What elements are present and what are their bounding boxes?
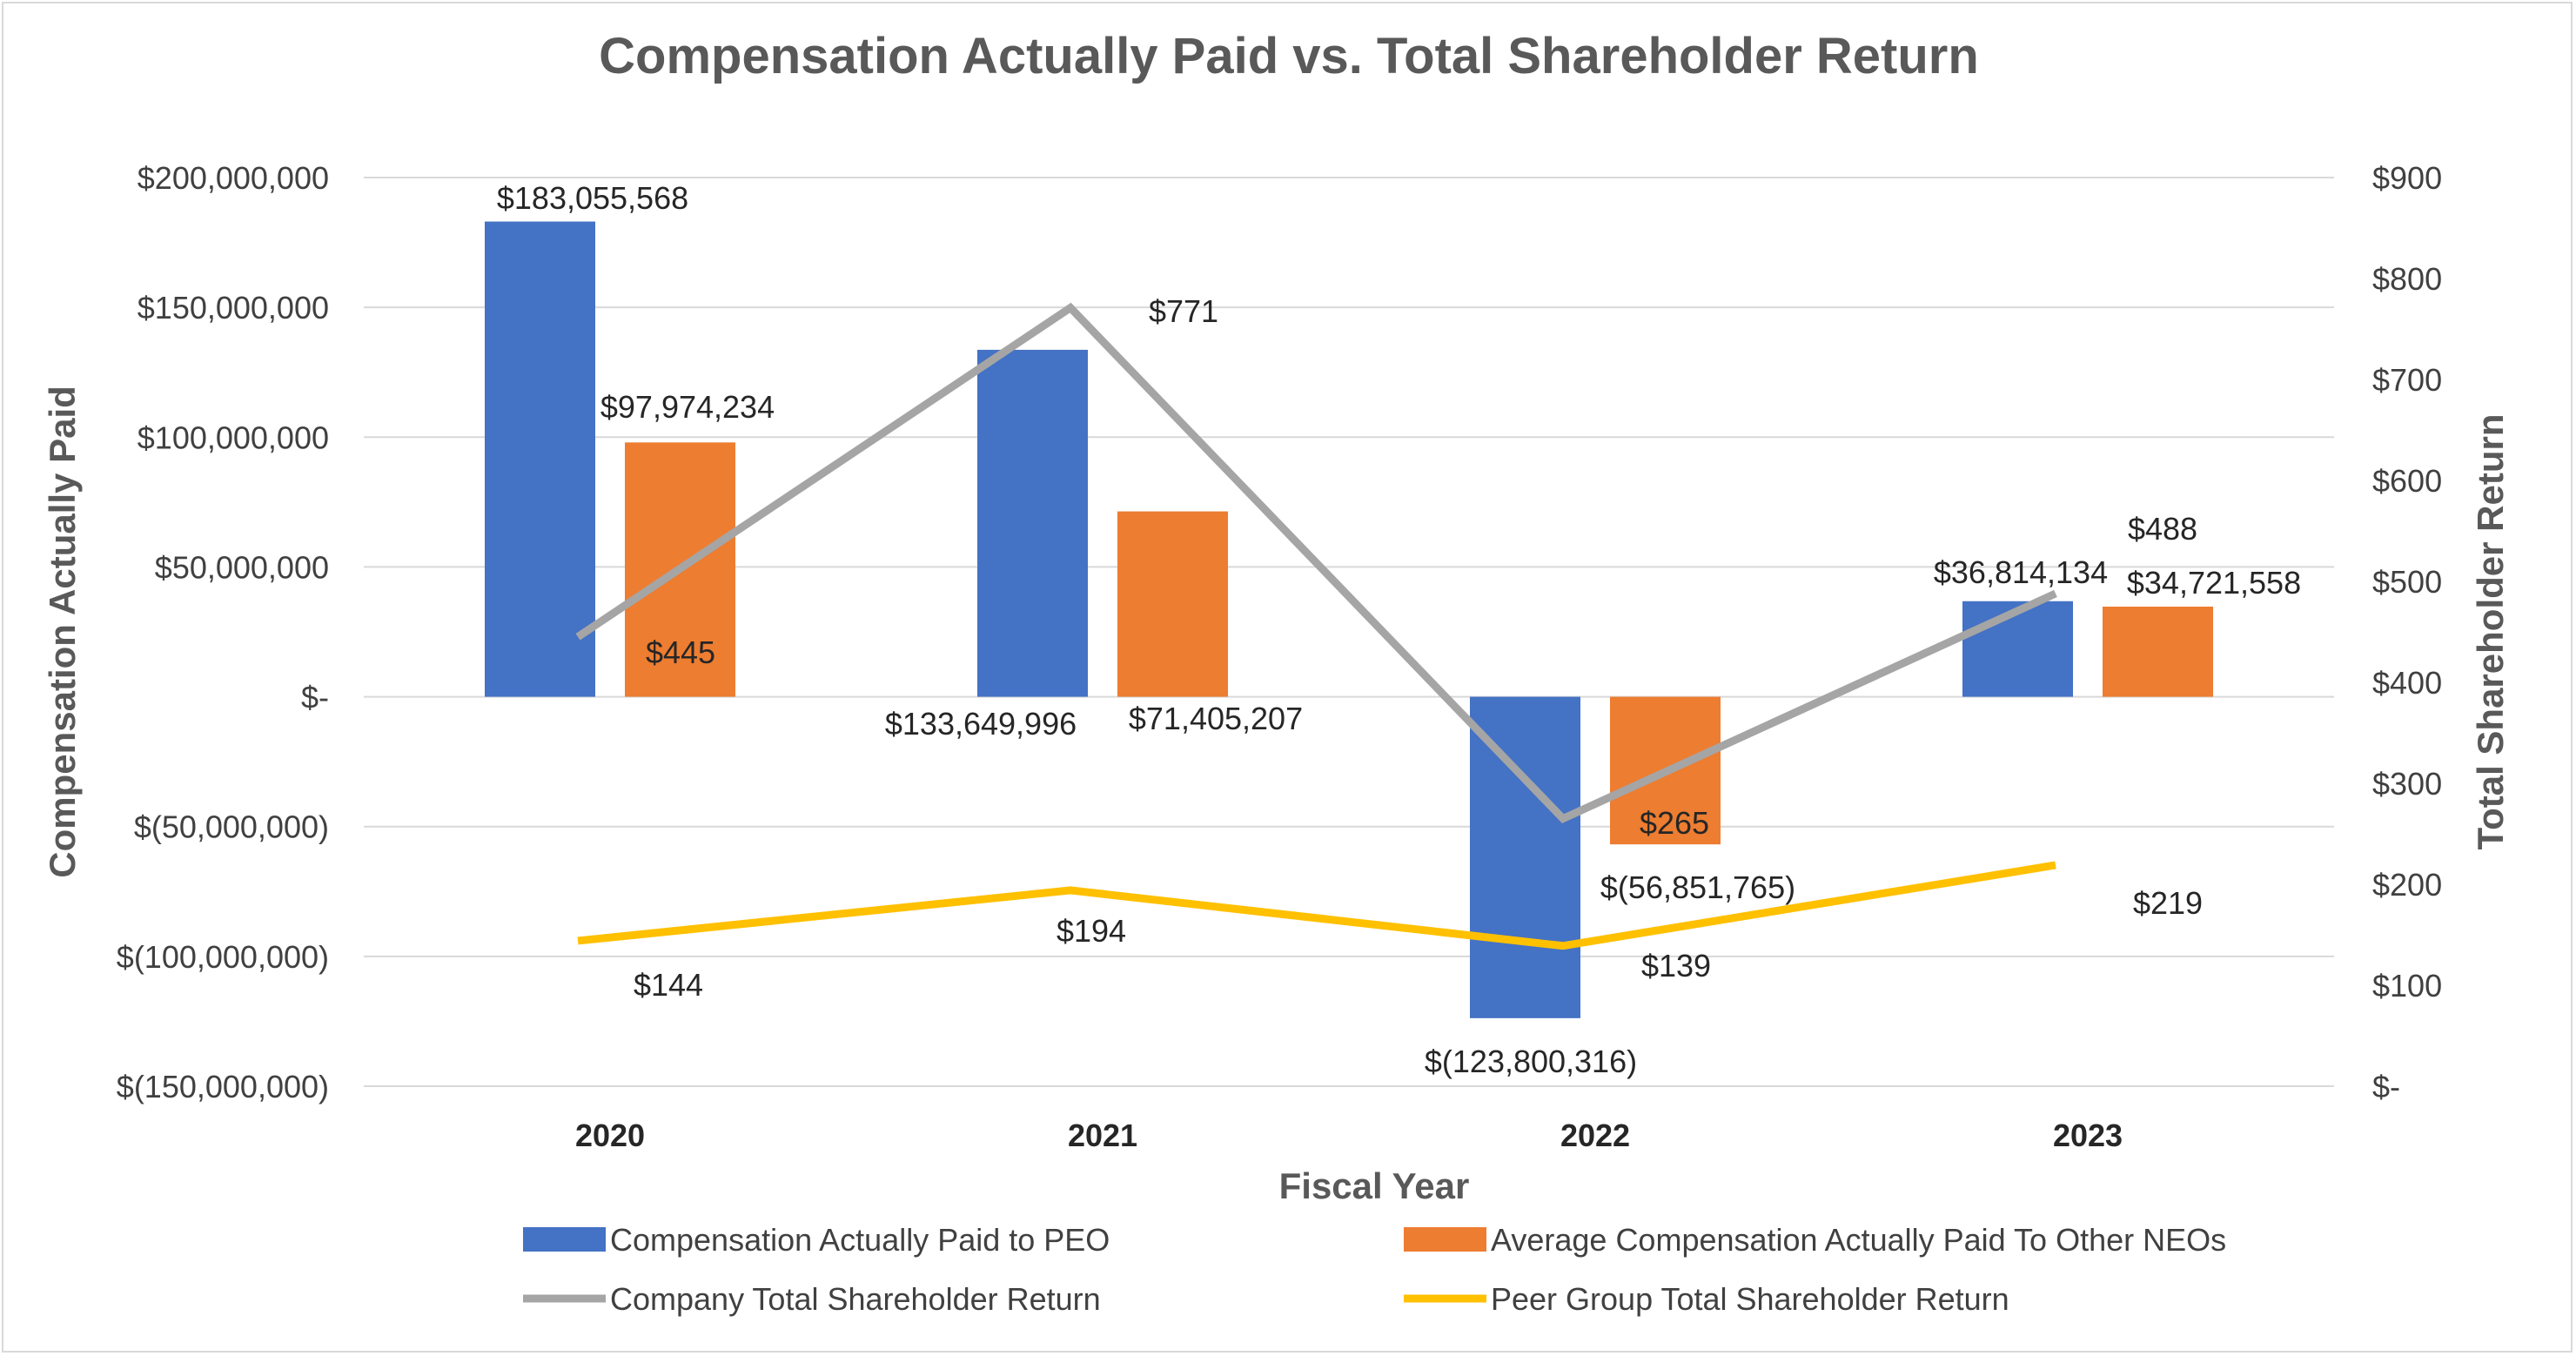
chart-title: Compensation Actually Paid vs. Total Sha… — [599, 28, 1979, 84]
x-tick-label: 2020 — [575, 1118, 645, 1153]
y2-axis-title: Total Shareholder Return — [2470, 414, 2511, 850]
series-line — [577, 861, 2056, 950]
legend-label: Peer Group Total Shareholder Return — [1491, 1281, 2009, 1317]
y-tick-label: $200,000,000 — [138, 160, 329, 196]
legend-swatch — [1404, 1227, 1486, 1252]
series-line — [575, 302, 2057, 824]
data-label: $445 — [646, 634, 715, 670]
data-label: $(123,800,316) — [1425, 1044, 1637, 1079]
y-tick-label: $150,000,000 — [138, 290, 329, 326]
bars — [485, 221, 2213, 1018]
bar — [1470, 696, 1580, 1018]
bar — [977, 349, 1088, 697]
y2-tick-label: $500 — [2372, 564, 2442, 600]
data-label: $(56,851,765) — [1600, 869, 1795, 905]
x-tick-label: 2021 — [1068, 1118, 1137, 1153]
tick-labels: $200,000,000 $150,000,000 $100,000,000 $50,… — [117, 160, 2442, 1153]
x-tick-label: 2022 — [1560, 1118, 1630, 1153]
data-label: $488 — [2128, 511, 2197, 547]
y-tick-label: $(150,000,000) — [117, 1069, 329, 1104]
bar — [485, 221, 595, 697]
legend: Compensation Actually Paid to PEO Average… — [523, 1222, 2226, 1317]
data-label: $139 — [1641, 948, 1711, 983]
chart-svg: Compensation Actually Paid vs. Total Sha… — [42, 28, 2511, 1317]
y2-tick-label: $200 — [2372, 867, 2442, 903]
data-label: $144 — [634, 967, 703, 1003]
y2-tick-label: $- — [2372, 1069, 2400, 1104]
y2-tick-label: $900 — [2372, 160, 2442, 196]
legend-label: Compensation Actually Paid to PEO — [610, 1222, 1110, 1258]
y2-tick-label: $400 — [2372, 665, 2442, 701]
series-lines — [575, 302, 2057, 950]
y-tick-label: $- — [301, 680, 329, 715]
bar — [2103, 607, 2213, 697]
bar — [1962, 601, 2073, 697]
data-label: $219 — [2133, 885, 2203, 921]
legend-swatch — [523, 1227, 606, 1252]
data-label: $97,974,234 — [600, 389, 775, 425]
legend-label: Company Total Shareholder Return — [610, 1281, 1101, 1317]
data-label: $771 — [1149, 293, 1218, 329]
y2-tick-label: $600 — [2372, 463, 2442, 499]
y2-tick-label: $800 — [2372, 261, 2442, 297]
x-tick-label: 2023 — [2053, 1118, 2123, 1153]
y2-tick-label: $100 — [2372, 968, 2442, 1004]
data-label: $36,814,134 — [1934, 554, 2108, 590]
data-label: $133,649,996 — [885, 706, 1077, 742]
data-label: $265 — [1640, 805, 1709, 841]
y2-tick-label: $300 — [2372, 766, 2442, 802]
data-label: $71,405,207 — [1129, 701, 1303, 736]
bar — [1117, 511, 1228, 697]
y-tick-label: $(50,000,000) — [134, 809, 329, 845]
x-axis-title: Fiscal Year — [1279, 1165, 1470, 1206]
y-tick-label: $50,000,000 — [155, 549, 329, 585]
y-axis-title: Compensation Actually Paid — [42, 386, 83, 878]
y-tick-label: $100,000,000 — [138, 420, 329, 455]
y-tick-label: $(100,000,000) — [117, 939, 329, 975]
data-label: $34,721,558 — [2127, 565, 2301, 601]
data-labels: $183,055,568 $133,649,996 $(123,800,316) $3… — [497, 180, 2301, 1079]
y2-tick-label: $700 — [2372, 362, 2442, 398]
data-label: $183,055,568 — [497, 180, 688, 216]
data-label: $194 — [1057, 913, 1126, 949]
legend-label: Average Compensation Actually Paid To Ot… — [1491, 1222, 2226, 1258]
